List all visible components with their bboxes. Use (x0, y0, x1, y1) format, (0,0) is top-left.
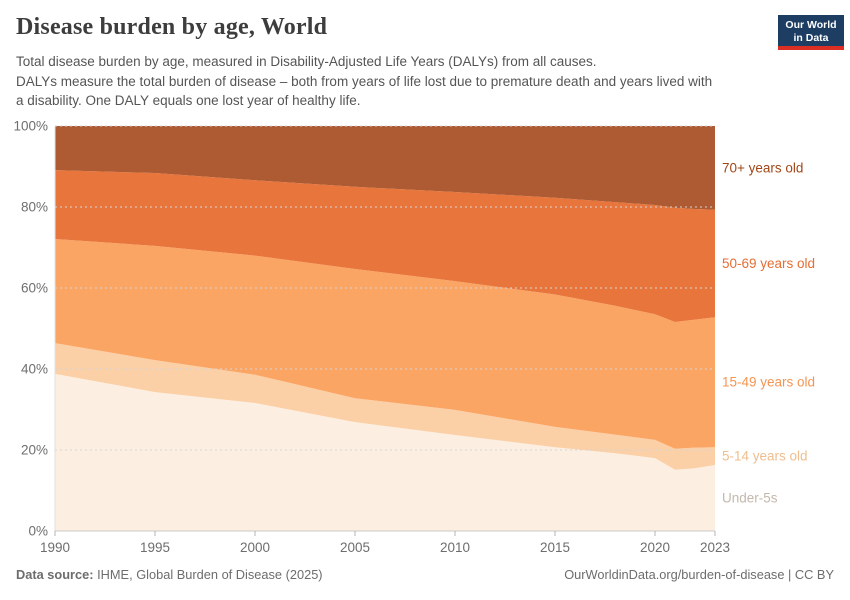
y-tick-label-60: 60% (21, 281, 48, 296)
data-source-label: Data source: (16, 567, 94, 582)
x-tick-label-2010: 2010 (440, 540, 470, 555)
license-badge[interactable]: CC BY (794, 567, 834, 582)
x-tick-label-2000: 2000 (240, 540, 270, 555)
y-tick-label-80: 80% (21, 200, 48, 215)
area-under-5s[interactable] (55, 373, 715, 531)
subtitle-line-1: Total disease burden by age, measured in… (16, 54, 597, 69)
page-title: Disease burden by age, World (16, 14, 328, 40)
series-label-15-49-years-old: 15-49 years old (722, 375, 815, 390)
owid-url-link[interactable]: OurWorldinData.org/burden-of-disease (564, 567, 785, 582)
series-label-5-14-years-old: 5-14 years old (722, 449, 808, 464)
x-tick-label-2005: 2005 (340, 540, 370, 555)
area-5-14-years-old[interactable] (55, 343, 715, 470)
area-15-49-years-old[interactable] (55, 239, 715, 449)
owid-logo-line-1: Our World (785, 19, 837, 31)
series-label-70-years-old: 70+ years old (722, 160, 803, 175)
x-tick-label-2015: 2015 (540, 540, 570, 555)
owid-logo-line-2: in Data (793, 32, 829, 45)
x-tick-label-1990: 1990 (40, 540, 70, 555)
chart-footer: Data source: IHME, Global Burden of Dise… (16, 567, 834, 582)
footer-right: OurWorldinData.org/burden-of-disease | C… (564, 567, 834, 582)
series-label-under-5s: Under-5s (722, 490, 778, 505)
subtitle-line-2: DALYs measure the total burden of diseas… (16, 73, 713, 109)
x-tick-label-2020: 2020 (640, 540, 670, 555)
x-tick-label-1995: 1995 (140, 540, 170, 555)
y-tick-label-40: 40% (21, 362, 48, 377)
y-tick-label-20: 20% (21, 443, 48, 458)
data-source-value[interactable]: IHME, Global Burden of Disease (2025) (97, 567, 323, 582)
area-50-69-years-old[interactable] (55, 170, 715, 322)
footer-separator: | (784, 567, 795, 582)
chart-subtitle: Total disease burden by age, measured in… (16, 52, 722, 111)
series-label-50-69-years-old: 50-69 years old (722, 256, 815, 271)
data-source: Data source: IHME, Global Burden of Dise… (16, 567, 323, 582)
y-tick-label-100: 100% (13, 119, 48, 134)
owid-logo[interactable]: Our World in Data (778, 15, 844, 50)
x-tick-label-2023: 2023 (700, 540, 730, 555)
y-tick-label-0: 0% (28, 524, 48, 539)
area-70-years-old[interactable] (55, 126, 715, 210)
